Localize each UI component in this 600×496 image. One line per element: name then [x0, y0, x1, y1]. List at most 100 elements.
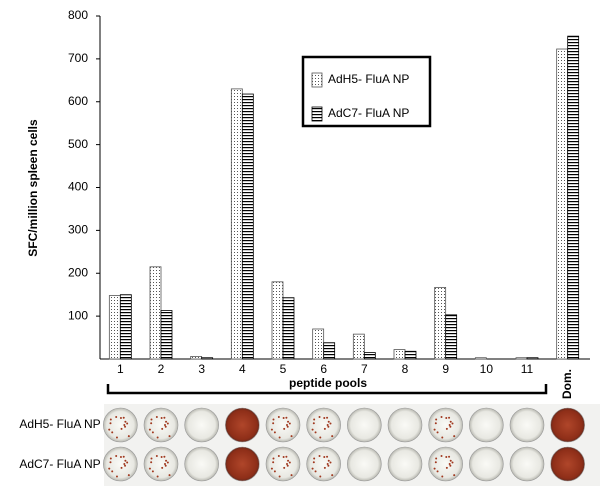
well-row-label: AdH5- FluA NP [19, 417, 100, 431]
x-tick-label: 4 [239, 362, 246, 376]
well [469, 446, 504, 482]
bar [108, 295, 121, 360]
well-spot [326, 463, 329, 465]
well-spot [326, 416, 329, 419]
well-spot [272, 422, 275, 425]
legend-label: AdH5- FluA NP [328, 72, 409, 86]
well-spot [449, 459, 452, 462]
well-spot [127, 474, 130, 477]
well-spot [119, 456, 122, 459]
bar [474, 357, 487, 360]
well-spot [448, 463, 451, 465]
x-tick-label: 10 [480, 362, 494, 376]
well-spot [434, 461, 437, 464]
well-spot [326, 424, 329, 426]
bar [515, 357, 528, 360]
well-spot [273, 470, 276, 473]
bar [404, 350, 417, 360]
well-spot [318, 455, 321, 458]
well-spot [272, 461, 275, 464]
well-spot [163, 455, 166, 458]
well-spot [161, 427, 164, 430]
well-spot [156, 475, 159, 478]
well-spot [323, 417, 326, 420]
well-spot [111, 470, 114, 473]
well-spot [160, 456, 163, 459]
well-spot [440, 416, 443, 419]
well-spot [327, 464, 330, 467]
well-spot [124, 425, 127, 428]
legend-label: AdC7- FluA NP [328, 106, 409, 120]
well-spot [312, 422, 315, 425]
well [428, 407, 463, 443]
well [225, 446, 260, 482]
well-spot [445, 427, 448, 430]
well [225, 407, 260, 443]
well-spot [119, 417, 122, 420]
well [143, 407, 179, 443]
well-spot [111, 431, 114, 434]
bar [282, 297, 295, 360]
well-spot [278, 475, 281, 478]
well-spot [327, 459, 330, 462]
well-spot [277, 455, 280, 458]
well [184, 446, 219, 482]
well [550, 446, 585, 482]
well-spot [273, 431, 276, 434]
well-spot [436, 470, 439, 473]
well-spot [164, 464, 167, 467]
well-spot [323, 466, 326, 469]
well [550, 407, 585, 443]
well-spot [287, 420, 290, 423]
well-spot [168, 474, 171, 477]
bar [556, 48, 569, 360]
legend-swatch [311, 106, 323, 122]
well-spot [156, 436, 159, 439]
well-spot [329, 422, 332, 425]
well-spot [155, 416, 158, 419]
well-spot [445, 466, 448, 469]
well-spot [115, 455, 118, 458]
well-spot [270, 467, 273, 470]
well-spot [288, 422, 291, 425]
well-spot [277, 416, 280, 419]
bar [393, 349, 406, 360]
well-spot [109, 422, 112, 425]
well-spot [155, 455, 158, 458]
bar [119, 294, 132, 360]
well [509, 407, 545, 443]
well-spot [433, 428, 436, 431]
well-spot [115, 416, 118, 419]
well-spot [323, 456, 326, 459]
well-spot [314, 431, 317, 434]
well-spot [319, 475, 322, 478]
y-tick-label: 800 [68, 8, 88, 22]
legend-swatch [311, 72, 323, 88]
well-spot [448, 424, 451, 426]
well [347, 407, 382, 443]
well [469, 407, 504, 443]
well-spot [327, 425, 330, 428]
well-spot [312, 461, 315, 464]
well-spot [283, 466, 286, 469]
x-tick-label: 1 [117, 362, 124, 376]
well-spot [161, 466, 164, 469]
well-spot [323, 427, 326, 430]
well [509, 446, 545, 482]
well [428, 446, 463, 482]
well-spot [124, 464, 127, 467]
well-spot [311, 467, 314, 470]
well-spot [448, 416, 451, 419]
bar [230, 88, 243, 360]
well-spot [286, 464, 289, 467]
x-axis-label: peptide pools [289, 376, 367, 390]
well-spot [290, 474, 293, 477]
well-spot [168, 435, 171, 438]
bar [445, 314, 458, 360]
well-spot [120, 466, 123, 469]
bar [323, 342, 336, 360]
well-spot [288, 461, 291, 464]
well-spot [278, 436, 281, 439]
well-spot [108, 428, 111, 431]
